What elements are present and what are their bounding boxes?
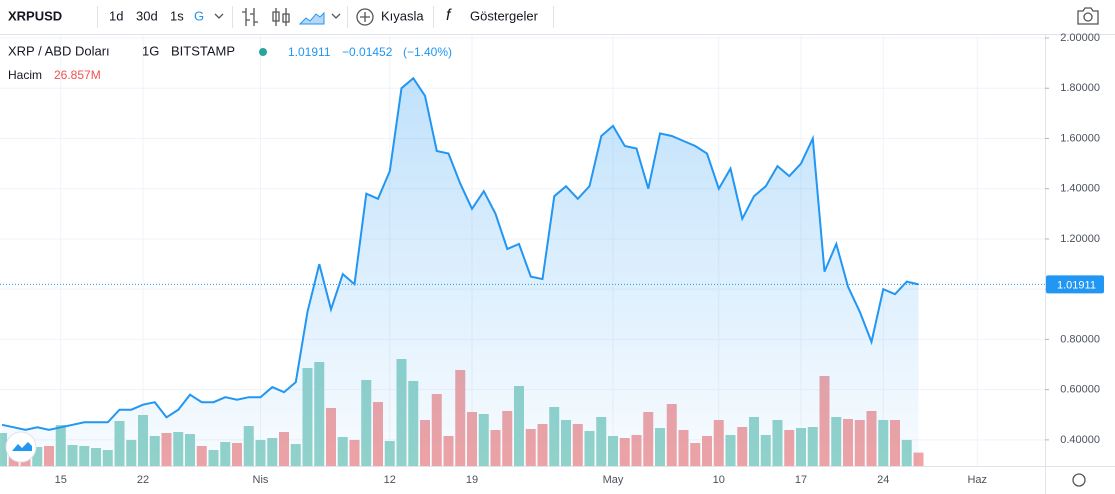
x-tick-label: Nis [253, 474, 269, 486]
y-tick-label: 0.60000 [1060, 384, 1100, 396]
x-tick-label: 19 [466, 474, 478, 486]
price-area [2, 78, 919, 466]
price-line [1, 76, 919, 431]
x-tick-label: 10 [713, 474, 725, 486]
last-price-label: 1.01911 [1057, 279, 1096, 291]
area-icon[interactable] [298, 11, 325, 25]
legend-change: −0.01452 [342, 45, 393, 59]
x-tick-label: 15 [55, 474, 67, 486]
compare-button[interactable]: Kıyasla [381, 8, 424, 23]
plot [0, 76, 1045, 466]
interval-active[interactable]: G [194, 8, 204, 23]
y-tick-label: 0.40000 [1060, 434, 1100, 446]
indicators-icon[interactable]: f [446, 7, 452, 24]
legend-change-pct: (−1.40%) [403, 45, 452, 59]
camera-icon[interactable] [1083, 12, 1093, 22]
x-tick-label: 22 [137, 474, 149, 486]
compare-icon[interactable] [360, 12, 370, 22]
interval[interactable]: 1d [109, 8, 123, 23]
symbol[interactable]: XRPUSD [8, 8, 62, 23]
y-tick-label: 1.60000 [1060, 132, 1100, 144]
settings-icon[interactable] [1072, 473, 1086, 487]
toolbar-bg [0, 0, 1115, 34]
last-price-badge [1046, 275, 1104, 294]
candles-icon[interactable] [272, 8, 290, 26]
dropdown-icon[interactable] [331, 13, 341, 19]
y-tick-label: 2.00000 [1060, 32, 1100, 44]
bars-icon[interactable] [242, 8, 258, 26]
legend-exchange: BITSTAMP [171, 43, 235, 58]
interval[interactable]: 30d [136, 8, 158, 23]
x-tick-label: May [603, 474, 624, 486]
camera-icon[interactable] [1077, 7, 1099, 25]
y-tick-label: 1.20000 [1060, 233, 1100, 245]
x-tick-label: 24 [877, 474, 889, 486]
x-tick-label: 12 [384, 474, 396, 486]
volume-legend: Hacim [8, 68, 42, 82]
dropdown-icon[interactable] [214, 13, 224, 19]
x-tick-label: Haz [967, 474, 987, 486]
status-dot [259, 48, 267, 56]
logo[interactable] [12, 442, 32, 451]
interval[interactable]: 1s [170, 8, 184, 23]
legend-last: 1.01911 [288, 45, 331, 59]
volume-legend-value: 26.857M [54, 68, 101, 82]
y-tick-label: 0.80000 [1060, 333, 1100, 345]
indicators-button[interactable]: Göstergeler [470, 8, 539, 23]
legend-title: XRP / ABD Doları [8, 43, 110, 58]
compare-icon[interactable] [356, 8, 374, 26]
x-tick-label: 17 [795, 474, 807, 486]
y-tick-label: 1.80000 [1060, 82, 1100, 94]
legend-interval: 1G [142, 43, 159, 58]
y-tick-label: 1.40000 [1060, 183, 1100, 195]
